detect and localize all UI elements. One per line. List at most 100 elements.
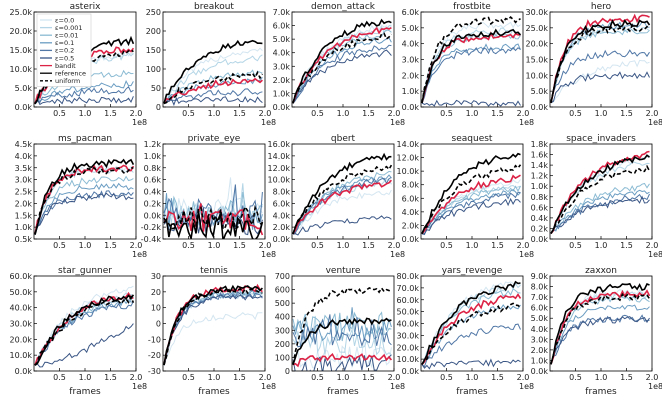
series-line-0-01 bbox=[550, 296, 650, 365]
y-tick-label: 60.0k bbox=[397, 296, 420, 305]
series-line-reference bbox=[292, 152, 392, 235]
y-tick-label: 1.0k bbox=[402, 87, 420, 96]
subplot-title: breakout bbox=[194, 2, 234, 12]
y-tick-label: 4.0k bbox=[402, 40, 420, 49]
y-tick-label: 3.0k bbox=[402, 56, 420, 65]
subplot-title: tennis bbox=[200, 266, 228, 276]
y-tick-label: 4.0k bbox=[402, 208, 420, 217]
series-line-0-2 bbox=[163, 291, 263, 366]
x-tick-label: 1.5 bbox=[362, 241, 375, 250]
x-exponent-label: 1e8 bbox=[390, 382, 405, 391]
series-line-bandit bbox=[163, 77, 263, 104]
series-line-reference bbox=[550, 282, 650, 365]
series-line-bandit bbox=[421, 31, 521, 104]
y-tick-label: 40.0k bbox=[10, 304, 33, 313]
y-tick-label: 20.0k bbox=[526, 40, 549, 49]
subplot-title: private_eye bbox=[188, 134, 241, 144]
y-tick-label: 0.0k bbox=[402, 367, 420, 376]
subplot-title: space_invaders bbox=[566, 134, 636, 144]
y-tick-label: 5.0k bbox=[531, 87, 549, 96]
x-tick-label: 2.0 bbox=[259, 241, 272, 250]
y-tick-label: 4.5k bbox=[15, 140, 33, 149]
x-tick-label: 0.5 bbox=[311, 109, 324, 118]
y-tick-label: 0.0k bbox=[15, 367, 33, 376]
series-line-0-5 bbox=[292, 49, 392, 104]
y-tick-label: 400 bbox=[275, 313, 290, 322]
x-tick-label: 1.0 bbox=[208, 373, 221, 382]
series-line-0-5 bbox=[422, 197, 521, 235]
series-line-reference bbox=[163, 284, 263, 366]
x-tick-label: 1.0 bbox=[337, 373, 350, 382]
legend-label: ε=0.5 bbox=[55, 54, 74, 62]
y-tick-label: 0.0k bbox=[402, 103, 420, 112]
subplot-title: yars_revenge bbox=[442, 266, 503, 276]
x-exponent-label: 1e8 bbox=[261, 118, 276, 127]
x-tick-label: 1.5 bbox=[233, 373, 246, 382]
x-tick-label: 1.0 bbox=[466, 109, 479, 118]
x-tick-label: 2.0 bbox=[259, 373, 272, 382]
y-tick-label: 20.0k bbox=[10, 335, 33, 344]
x-tick-label: 0.5 bbox=[311, 241, 324, 250]
subplot-title: ms_pacman bbox=[58, 134, 112, 144]
subplot-star-gunner: star_gunner 0.0k 10.0k 20.0k 30.0k 40.0k 50.0k… bbox=[10, 266, 148, 397]
y-tick-label: 2.0k bbox=[531, 346, 549, 355]
series-line-0-5 bbox=[550, 316, 650, 365]
y-tick-label: 50.0k bbox=[397, 308, 420, 317]
y-tick-label: 10.0k bbox=[10, 351, 33, 360]
series-line-0-2 bbox=[550, 49, 650, 104]
y-tick-label: 200 bbox=[146, 27, 161, 36]
y-tick-label: 5.0k bbox=[402, 24, 420, 33]
legend-label: ε=0.001 bbox=[55, 24, 83, 32]
x-tick-label: 1.5 bbox=[620, 241, 633, 250]
x-exponent-label: 1e8 bbox=[132, 250, 147, 259]
series-line-bandit bbox=[550, 289, 651, 365]
series-line-0-2 bbox=[421, 46, 521, 104]
series-line-0-001 bbox=[421, 27, 521, 104]
x-tick-label: 2.0 bbox=[517, 373, 530, 382]
y-tick-label: 12.0k bbox=[268, 164, 291, 173]
axes-frame bbox=[420, 275, 524, 372]
x-tick-label: 2.0 bbox=[130, 109, 143, 118]
series-line-0-001 bbox=[421, 184, 521, 235]
series-line-bandit bbox=[34, 163, 135, 235]
series-line-0-0 bbox=[34, 285, 134, 366]
series-line-0-01 bbox=[163, 288, 263, 366]
y-tick-label: 7.0k bbox=[273, 8, 291, 17]
subplot-ms-pacman: ms_pacman 0.5k 1.0k 1.5k 2.0k 2.5k 3.0k 3.5k 4.0… bbox=[15, 134, 147, 259]
x-tick-label: 0.5 bbox=[440, 241, 453, 250]
series-line-0-2 bbox=[550, 314, 650, 365]
y-tick-label: 0.0k bbox=[531, 367, 549, 376]
legend-label: uniform bbox=[55, 77, 80, 85]
x-tick-label: 0.5 bbox=[182, 109, 195, 118]
series-line-0-5 bbox=[163, 293, 263, 366]
y-tick-label: 0.0k bbox=[273, 235, 291, 244]
y-tick-label: 15.0k bbox=[10, 46, 33, 55]
y-tick-label: 15.0k bbox=[526, 56, 549, 65]
series-line-0-5 bbox=[550, 195, 650, 234]
y-tick-label: 0.2k bbox=[531, 224, 549, 233]
x-axis-label: frames bbox=[456, 387, 488, 397]
subplot-title: frostbite bbox=[453, 2, 491, 12]
series-line-0-5 bbox=[34, 323, 134, 368]
y-tick-label: 0.5k bbox=[15, 235, 33, 244]
y-tick-label: 6.0k bbox=[531, 304, 549, 313]
series-line-uniform bbox=[163, 286, 263, 366]
y-tick-label: 50.0k bbox=[10, 288, 33, 297]
y-tick-label: 0.0k bbox=[15, 103, 33, 112]
x-axis-label: frames bbox=[585, 387, 617, 397]
series-line-uniform bbox=[163, 70, 264, 105]
y-tick-label: 2.0k bbox=[15, 199, 33, 208]
x-exponent-label: 1e8 bbox=[261, 382, 276, 391]
y-tick-label: 0.0k bbox=[531, 235, 549, 244]
y-tick-label: 150 bbox=[146, 46, 161, 55]
y-tick-label: 3.0k bbox=[15, 176, 33, 185]
x-tick-label: 0.5 bbox=[182, 241, 195, 250]
y-tick-label: 0.2k bbox=[144, 199, 162, 208]
x-tick-label: 0.5 bbox=[53, 373, 66, 382]
x-tick-label: 1.0 bbox=[595, 241, 608, 250]
y-tick-label: 6.0k bbox=[402, 8, 420, 17]
y-tick-label: 1.0k bbox=[144, 152, 162, 161]
series-line-0-1 bbox=[163, 289, 263, 366]
y-tick-label: 0.0k bbox=[402, 235, 420, 244]
x-tick-label: 2.0 bbox=[388, 109, 401, 118]
